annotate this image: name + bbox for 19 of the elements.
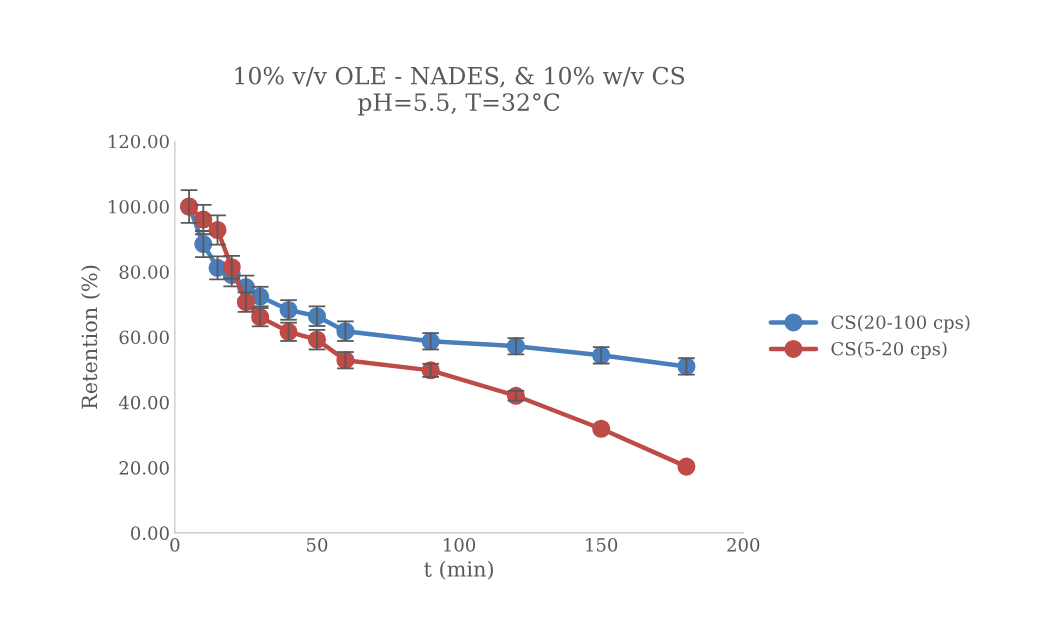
point — [677, 457, 696, 476]
x-tick-label: 150 — [586, 538, 618, 552]
y-tick-label: 40.00 — [118, 395, 169, 410]
y-tick-label: 80.00 — [119, 265, 169, 279]
y-tick-label: 0.00 — [131, 526, 169, 540]
legend-label: CS(5-20 cps) — [831, 341, 947, 360]
chart-title: 10% v/v OLE - NADES, & 10% w/v CS pH=5.5, T=32°C — [235, 66, 685, 116]
x-tick-label: 100 — [444, 538, 476, 552]
x-tick-label: 0 — [170, 538, 180, 552]
point — [592, 419, 611, 438]
y-tick-label: 100.00 — [109, 199, 169, 214]
y-tick-label: 60.00 — [119, 330, 169, 345]
y-tick-label: 20.00 — [119, 461, 169, 475]
y-tick-label: 120.00 — [109, 134, 169, 149]
x-tick-label: 200 — [727, 538, 760, 552]
y-axis-title: Retention (%) — [81, 265, 101, 409]
x-axis-title: t (min) — [424, 560, 493, 580]
x-tick-label: 50 — [307, 538, 328, 552]
legend-label: CS(20-100 cps) — [831, 315, 970, 333]
